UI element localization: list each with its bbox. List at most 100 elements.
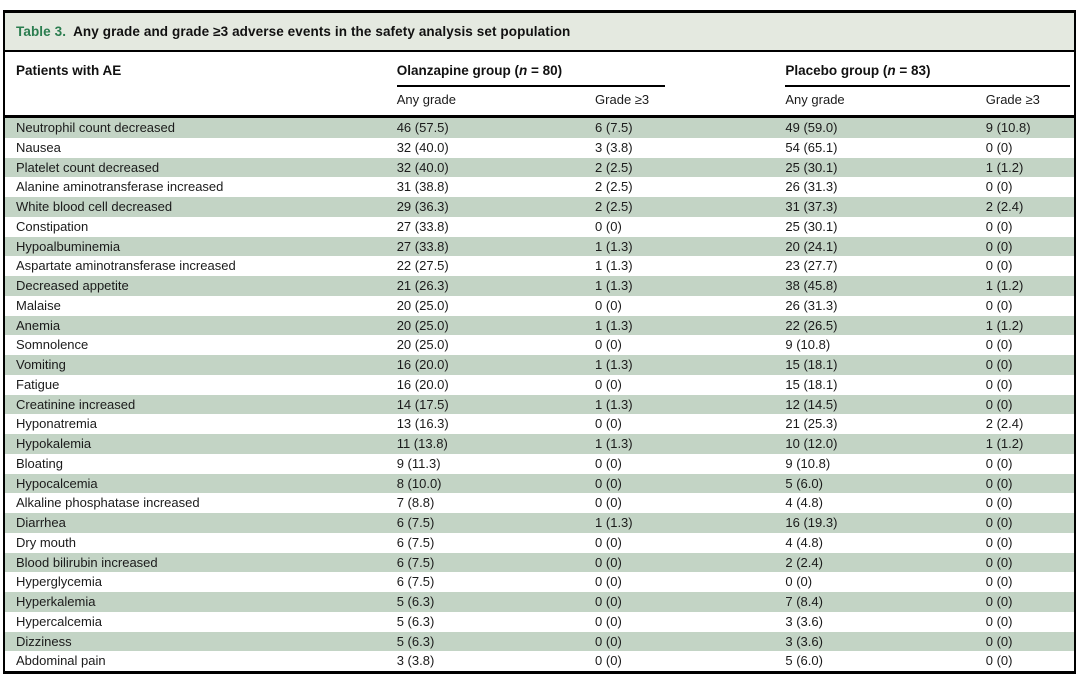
subheader-any-grade-olanzapine: Any grade [396,87,596,118]
table-row: Diarrhea 6 (7.5) 1 (1.3) 16 (19.3) 0 (0) [4,513,1075,533]
value-cell: 31 (38.8) [396,179,449,195]
value-cell: 49 (59.0) [785,120,838,135]
value-cell: 0 (0) [595,534,622,550]
table-row: Anemia 20 (25.0) 1 (1.3) 22 (26.5) 1 (1.2) [4,315,1075,336]
value-cell: 9 (10.8) [985,120,1031,135]
value-cell: 0 (0) [595,218,622,234]
ae-name-cell: Hypoalbuminemia [16,238,121,254]
value-cell: 0 (0) [985,376,1013,392]
value-cell: 7 (8.8) [396,495,435,511]
table-row: Vomiting 16 (20.0) 1 (1.3) 15 (18.1) 0 (0) [4,355,1075,375]
value-cell: 0 (0) [595,337,622,353]
subheader-grade-ge3-placebo: Grade ≥3 [985,87,1075,118]
table-row: Hypocalcemia 8 (10.0) 0 (0) 5 (6.0) 0 (0) [4,473,1075,494]
table-row: Neutrophil count decreased 46 (57.5) 6 (7.… [4,116,1075,138]
value-cell: 2 (2.5) [595,179,633,195]
value-cell: 31 (37.3) [785,199,838,214]
table-row: Hyponatremia 13 (16.3) 0 (0) 21 (25.3) 2 (2.… [4,414,1075,434]
ae-name-cell: Alanine aminotransferase increased [16,179,224,195]
table-row: Bloating 9 (11.3) 0 (0) 9 (10.8) 0 (0) [4,453,1075,474]
value-cell: 26 (31.3) [785,179,838,195]
value-cell: 5 (6.0) [785,475,823,491]
table-title-text: Any grade and grade ≥3 adverse events in… [73,24,571,39]
table-row: Aspartate aminotransferase increased 22 (… [4,256,1075,276]
value-cell: 0 (0) [985,653,1013,669]
value-cell: 0 (0) [595,416,622,432]
value-cell: 0 (0) [595,594,622,609]
table-row: Somnolence 20 (25.0) 0 (0) 9 (10.8) 0 (0) [4,335,1075,355]
group-header-olanzapine: Olanzapine group (n = 80) [396,51,786,87]
value-cell: 0 (0) [985,594,1013,609]
value-cell: 1 (1.3) [595,357,633,372]
value-cell: 10 (12.0) [785,436,838,451]
value-cell: 0 (0) [985,396,1013,412]
value-cell: 0 (0) [985,554,1013,570]
placebo-label-suffix: = 83) [895,63,931,78]
ae-name-cell: Hypocalcemia [16,475,98,491]
value-cell: 26 (31.3) [785,297,838,313]
ae-name-cell: Bloating [16,455,63,471]
olanzapine-label-suffix: = 80) [527,63,563,78]
ae-name-cell: Blood bilirubin increased [16,554,158,570]
value-cell: 27 (33.8) [396,238,449,254]
value-cell: 3 (3.6) [785,633,823,649]
table-row: Abdominal pain 3 (3.8) 0 (0) 5 (6.0) 0 (0) [4,651,1075,673]
value-cell: 0 (0) [595,633,622,649]
ae-name-cell: Alkaline phosphatase increased [16,495,200,511]
value-cell: 16 (19.3) [785,515,838,530]
olanzapine-label-prefix: Olanzapine group ( [396,63,519,78]
table-row: Hypercalcemia 5 (6.3) 0 (0) 3 (3.6) 0 (0) [4,611,1075,632]
ae-name-cell: Hyperkalemia [16,594,96,609]
ae-name-cell: Hyperglycemia [16,574,102,590]
value-cell: 5 (6.3) [396,633,435,649]
value-cell: 1 (1.2) [985,159,1024,175]
olanzapine-group-label: Olanzapine group (n = 80) [396,63,666,87]
ae-name-cell: Hyponatremia [16,416,97,432]
value-cell: 16 (20.0) [396,376,449,392]
ae-name-cell: Vomiting [16,357,66,372]
table-row: White blood cell decreased 29 (36.3) 2 (2.… [4,197,1075,217]
value-cell: 0 (0) [785,574,813,590]
ae-name-cell: Creatinine increased [16,396,136,412]
value-cell: 15 (18.1) [785,376,838,392]
value-cell: 3 (3.6) [785,613,823,629]
ae-name-cell: Somnolence [16,337,89,353]
value-cell: 20 (25.0) [396,297,449,313]
value-cell: 20 (24.1) [785,238,838,254]
value-cell: 3 (3.8) [595,139,633,155]
value-cell: 9 (10.8) [785,455,831,471]
ae-name-cell: Neutrophil count decreased [16,120,175,135]
ae-name-cell: Constipation [16,218,89,234]
table-row: Dizziness 5 (6.3) 0 (0) 3 (3.6) 0 (0) [4,631,1075,652]
value-cell: 0 (0) [985,357,1013,372]
value-cell: 6 (7.5) [396,534,435,550]
ae-name-cell: Nausea [16,139,61,155]
ae-name-cell: Dizziness [16,633,72,649]
value-cell: 0 (0) [595,495,622,511]
subheader-grade-ge3-olanzapine: Grade ≥3 [595,87,786,118]
value-cell: 0 (0) [985,238,1013,254]
table-row: Constipation 27 (33.8) 0 (0) 25 (30.1) 0 (0) [4,216,1075,237]
value-cell: 46 (57.5) [396,120,449,135]
value-cell: 32 (40.0) [396,139,449,155]
value-cell: 0 (0) [985,475,1013,491]
value-cell: 38 (45.8) [785,278,838,293]
ae-name-cell: Aspartate aminotransferase increased [16,258,236,274]
value-cell: 0 (0) [595,475,622,491]
ae-name-cell: White blood cell decreased [16,199,173,214]
ae-name-cell: Malaise [16,297,61,313]
value-cell: 25 (30.1) [785,159,838,175]
ae-name-cell: Diarrhea [16,515,66,530]
value-cell: 2 (2.4) [985,416,1024,432]
table-row: Alkaline phosphatase increased 7 (8.8) 0 (… [4,493,1075,513]
group-header-placebo: Placebo group (n = 83) [785,51,1075,87]
subheader-any-grade-placebo: Any grade [785,87,986,118]
value-cell: 0 (0) [985,613,1013,629]
ae-name-cell: Anemia [16,317,61,333]
value-cell: 16 (20.0) [396,357,449,372]
subheader-row: Any grade Grade ≥3 Any grade Grade ≥3 [4,87,1075,118]
value-cell: 0 (0) [595,613,622,629]
value-cell: 5 (6.0) [785,653,823,669]
value-cell: 6 (7.5) [396,574,435,590]
value-cell: 27 (33.8) [396,218,449,234]
